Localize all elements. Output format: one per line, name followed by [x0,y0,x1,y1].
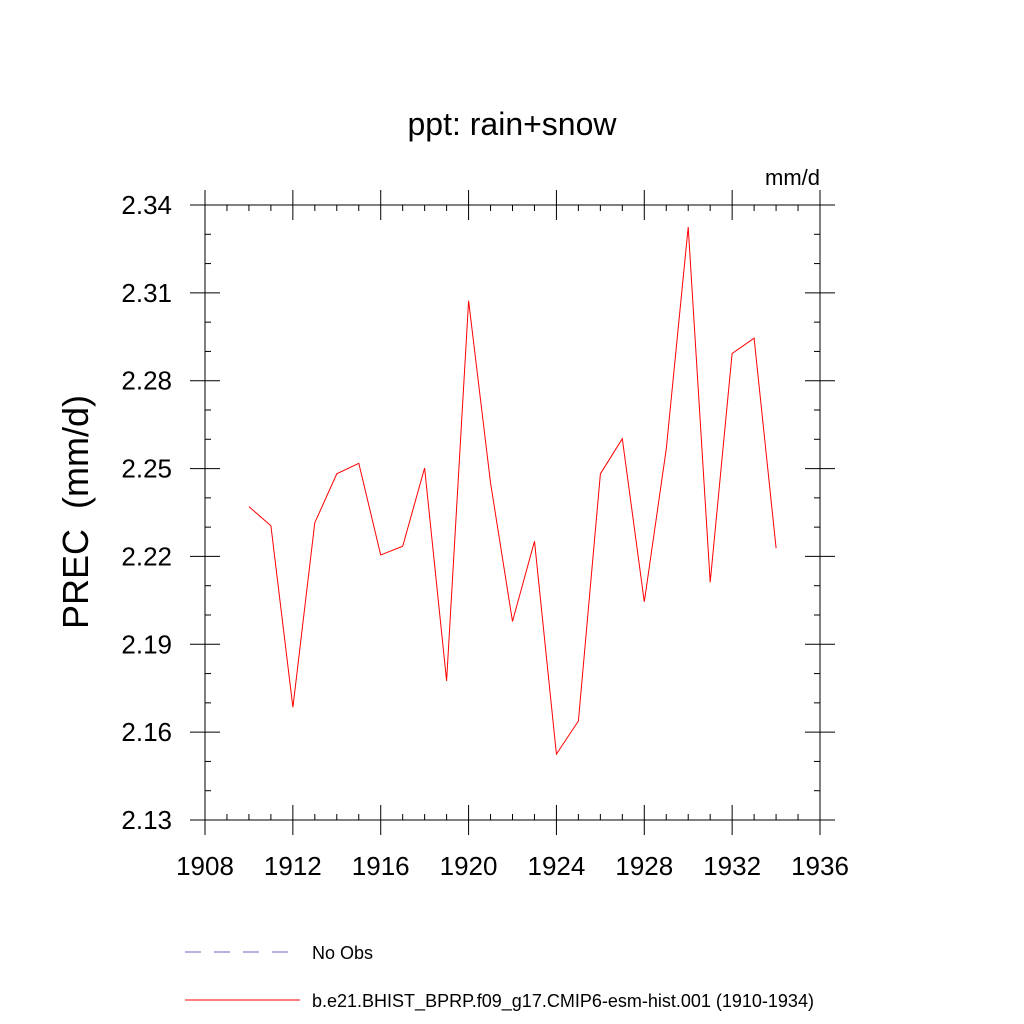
legend-label: b.e21.BHIST_BPRP.f09_g17.CMIP6-esm-hist.… [312,991,814,1012]
major-ticks [190,190,835,835]
x-tick-label: 1936 [791,851,849,881]
y-tick-label: 2.22 [121,541,172,571]
x-tick-label: 1928 [615,851,673,881]
x-tick-label: 1916 [352,851,410,881]
y-tick-label: 2.31 [121,278,172,308]
plot-frame [204,204,821,821]
y-tick-label: 2.19 [121,629,172,659]
series-line [248,226,777,756]
x-tick-label: 1932 [703,851,761,881]
y-tick-label: 2.13 [121,805,172,835]
y-tick-label: 2.28 [121,366,172,396]
y-tick-label: 2.34 [121,190,172,220]
y-tick-label: 2.16 [121,717,172,747]
units-label: mm/d [765,165,820,190]
x-tick-label: 1908 [176,851,234,881]
legend-label: No Obs [312,943,373,963]
y-axis-label: PREC (mm/d) [55,395,96,629]
y-tick-labels: 2.13 2.16 2.19 2.22 2.25 2.28 2.31 2.34 [121,190,172,835]
y-tick-label: 2.25 [121,454,172,484]
x-tick-labels: 1908 1912 1916 1920 1924 1928 1932 1936 [176,851,849,881]
chart-title: ppt: rain+snow [407,106,617,142]
x-tick-label: 1920 [440,851,498,881]
minor-ticks [205,205,820,820]
x-tick-label: 1912 [264,851,322,881]
legend: No Obs b.e21.BHIST_BPRP.f09_g17.CMIP6-esm… [185,943,814,1012]
series-group [248,226,777,756]
x-tick-label: 1924 [528,851,586,881]
